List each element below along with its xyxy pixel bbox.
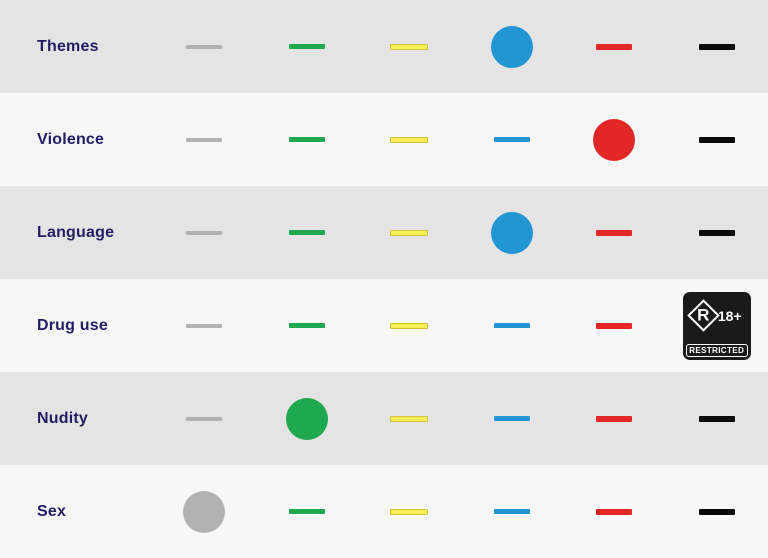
- gray-circle-indicator: [183, 490, 226, 533]
- green-dash-indicator: [288, 323, 325, 328]
- category-label: Language: [37, 223, 115, 241]
- gray-dash-indicator: [186, 44, 223, 49]
- gray-dash-indicator: [186, 323, 223, 328]
- impact-cell: [563, 93, 666, 186]
- table-row-language: Language: [0, 186, 768, 279]
- black-dash-indicator: [698, 136, 735, 143]
- gray-dash-indicator: [186, 137, 223, 142]
- blue-circle-indicator: [490, 211, 533, 254]
- impact-cell: [666, 186, 768, 279]
- impact-cell: [256, 465, 359, 558]
- impact-cell: [461, 0, 564, 93]
- impact-cell: [563, 0, 666, 93]
- blue-dash-indicator: [493, 323, 530, 328]
- yellow-dash-indicator: [390, 322, 429, 329]
- impact-cell: [563, 186, 666, 279]
- impact-cell: [666, 93, 768, 186]
- impact-cell: [256, 186, 359, 279]
- impact-cell: [461, 186, 564, 279]
- impact-cell: [256, 279, 359, 372]
- impact-cell: [153, 0, 256, 93]
- black-dash-indicator: [698, 229, 735, 236]
- blue-circle-indicator: [490, 25, 533, 68]
- category-label: Violence: [37, 130, 105, 148]
- badge-rating-area: R 18+: [683, 292, 751, 340]
- impact-cell: [358, 0, 461, 93]
- red-dash-indicator: [596, 43, 633, 50]
- impact-cell: [256, 93, 359, 186]
- red-dash-indicator: [596, 229, 633, 236]
- impact-cell: R 18+ RESTRICTED: [666, 279, 768, 372]
- category-label-cell: Sex: [0, 503, 153, 521]
- impact-cell: [358, 372, 461, 465]
- category-label-cell: Themes: [0, 38, 153, 56]
- red-dash-indicator: [596, 508, 633, 515]
- badge-letter: R: [697, 306, 710, 325]
- gray-dash-indicator: [186, 230, 223, 235]
- yellow-dash-indicator: [390, 508, 429, 515]
- badge-caption: RESTRICTED: [689, 344, 745, 355]
- classification-diamond-icon: R: [687, 299, 720, 332]
- impact-cell: [256, 372, 359, 465]
- impact-cell: [563, 279, 666, 372]
- impact-cell: [461, 93, 564, 186]
- badge-age: 18+: [717, 307, 742, 324]
- category-label-cell: Drug use: [0, 317, 153, 335]
- blue-dash-indicator: [493, 509, 530, 514]
- category-label: Themes: [37, 37, 99, 55]
- category-label: Drug use: [37, 316, 108, 334]
- yellow-dash-indicator: [390, 229, 429, 236]
- badge-caption-box: RESTRICTED: [685, 343, 748, 357]
- impact-cell: [666, 0, 768, 93]
- impact-cell: [358, 279, 461, 372]
- impact-cell: [666, 372, 768, 465]
- green-dash-indicator: [288, 137, 325, 142]
- green-circle-indicator: [285, 397, 328, 440]
- impact-cell: [358, 93, 461, 186]
- green-dash-indicator: [288, 230, 325, 235]
- category-label: Sex: [37, 502, 67, 520]
- impact-cell: [153, 93, 256, 186]
- table-row-nudity: Nudity: [0, 372, 768, 465]
- black-dash-indicator: [698, 43, 735, 50]
- red-circle-indicator: [593, 118, 636, 161]
- impact-cell: [153, 465, 256, 558]
- impact-cell: [153, 279, 256, 372]
- r18-plus-restricted-badge: R 18+ RESTRICTED: [682, 291, 751, 360]
- table-row-violence: Violence: [0, 93, 768, 186]
- gray-dash-indicator: [186, 416, 223, 421]
- impact-cell: [461, 279, 564, 372]
- impact-cell: [358, 186, 461, 279]
- table-row-themes: Themes: [0, 0, 768, 93]
- impact-cell: [461, 465, 564, 558]
- black-dash-indicator: [698, 508, 735, 515]
- impact-cell: [563, 372, 666, 465]
- impact-cell: [563, 465, 666, 558]
- category-label-cell: Nudity: [0, 410, 153, 428]
- black-dash-indicator: [698, 415, 735, 422]
- impact-cell: [358, 465, 461, 558]
- red-dash-indicator: [596, 415, 633, 422]
- category-label-cell: Violence: [0, 131, 153, 149]
- blue-dash-indicator: [493, 416, 530, 421]
- table-row-drug-use: Drug use R 18+ RESTRICTED: [0, 279, 768, 372]
- impact-cell: [256, 0, 359, 93]
- yellow-dash-indicator: [390, 136, 429, 143]
- table-row-sex: Sex: [0, 465, 768, 558]
- impact-cell: [153, 186, 256, 279]
- impact-cell: [666, 465, 768, 558]
- category-label-cell: Language: [0, 224, 153, 242]
- blue-dash-indicator: [493, 137, 530, 142]
- category-label: Nudity: [37, 409, 88, 427]
- red-dash-indicator: [596, 322, 633, 329]
- impact-cell: [461, 372, 564, 465]
- yellow-dash-indicator: [390, 415, 429, 422]
- green-dash-indicator: [288, 44, 325, 49]
- yellow-dash-indicator: [390, 43, 429, 50]
- green-dash-indicator: [288, 509, 325, 514]
- impact-cell: [153, 372, 256, 465]
